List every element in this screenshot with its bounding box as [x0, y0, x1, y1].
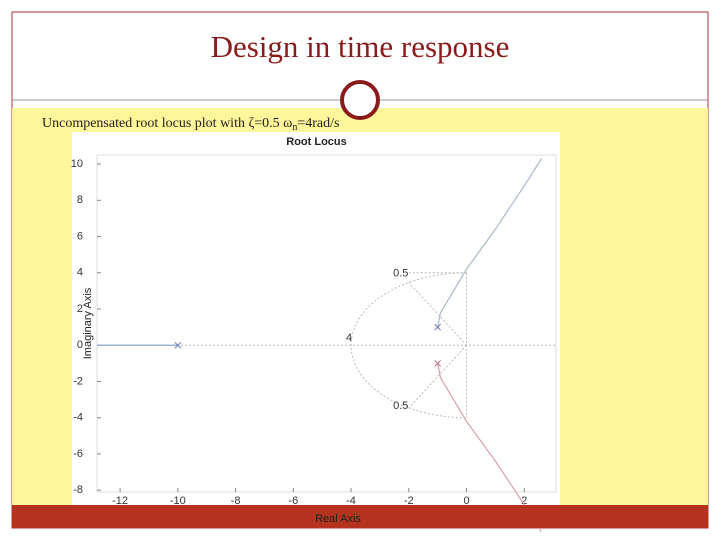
caption-suffix: =4rad/s: [297, 116, 339, 131]
y-tick-label: -4: [73, 412, 83, 424]
natural-frequency-circle: [350, 272, 467, 419]
y-axis-label: Imaginary Axis: [82, 287, 94, 359]
y-tick-label: -8: [73, 484, 83, 496]
caption-text: Uncompensated root locus plot with ζ=0.5…: [42, 116, 292, 131]
y-tick-label: 10: [71, 158, 83, 170]
caption: Uncompensated root locus plot with ζ=0.5…: [42, 116, 339, 133]
frequency-label: 4: [346, 332, 352, 344]
x-tick-label: 2: [521, 495, 527, 507]
caption-subscript: n: [292, 122, 297, 133]
damping-label: 0.5: [393, 268, 408, 280]
x-tick-label: -4: [346, 495, 356, 507]
y-tick-label: 6: [77, 230, 83, 242]
y-tick-label: -2: [73, 375, 83, 387]
y-tick-label: 4: [77, 267, 83, 279]
x-axis-label: Real Axis: [315, 513, 361, 525]
locus-branch: [437, 158, 543, 328]
divider-ornament: [340, 80, 380, 120]
x-tick-label: -6: [288, 495, 298, 507]
chart-title: Root Locus: [286, 136, 347, 148]
y-tick-label: -6: [73, 448, 83, 460]
x-tick-label: -8: [231, 495, 241, 507]
x-tick-label: -2: [404, 495, 414, 507]
pole-marker: [174, 341, 182, 349]
x-tick-label: -12: [112, 495, 128, 507]
slide-title: Design in time response: [211, 29, 510, 64]
plot-area: [96, 154, 557, 493]
x-tick-label: 0: [463, 495, 469, 507]
y-tick-label: 8: [77, 194, 83, 206]
damping-label: 0.5: [393, 400, 408, 412]
plot: Root Locus Imaginary Axis -12 -10 -8 -6 -4 -2 0 2…: [71, 136, 557, 533]
locus-branch: [437, 363, 543, 533]
x-tick-label: -10: [170, 495, 186, 507]
pole-marker: [434, 360, 441, 367]
y-tick-label: 2: [77, 303, 83, 315]
y-tick-label: 0: [77, 339, 83, 351]
pole-marker: [434, 323, 441, 331]
footer-bar: [12, 505, 708, 528]
